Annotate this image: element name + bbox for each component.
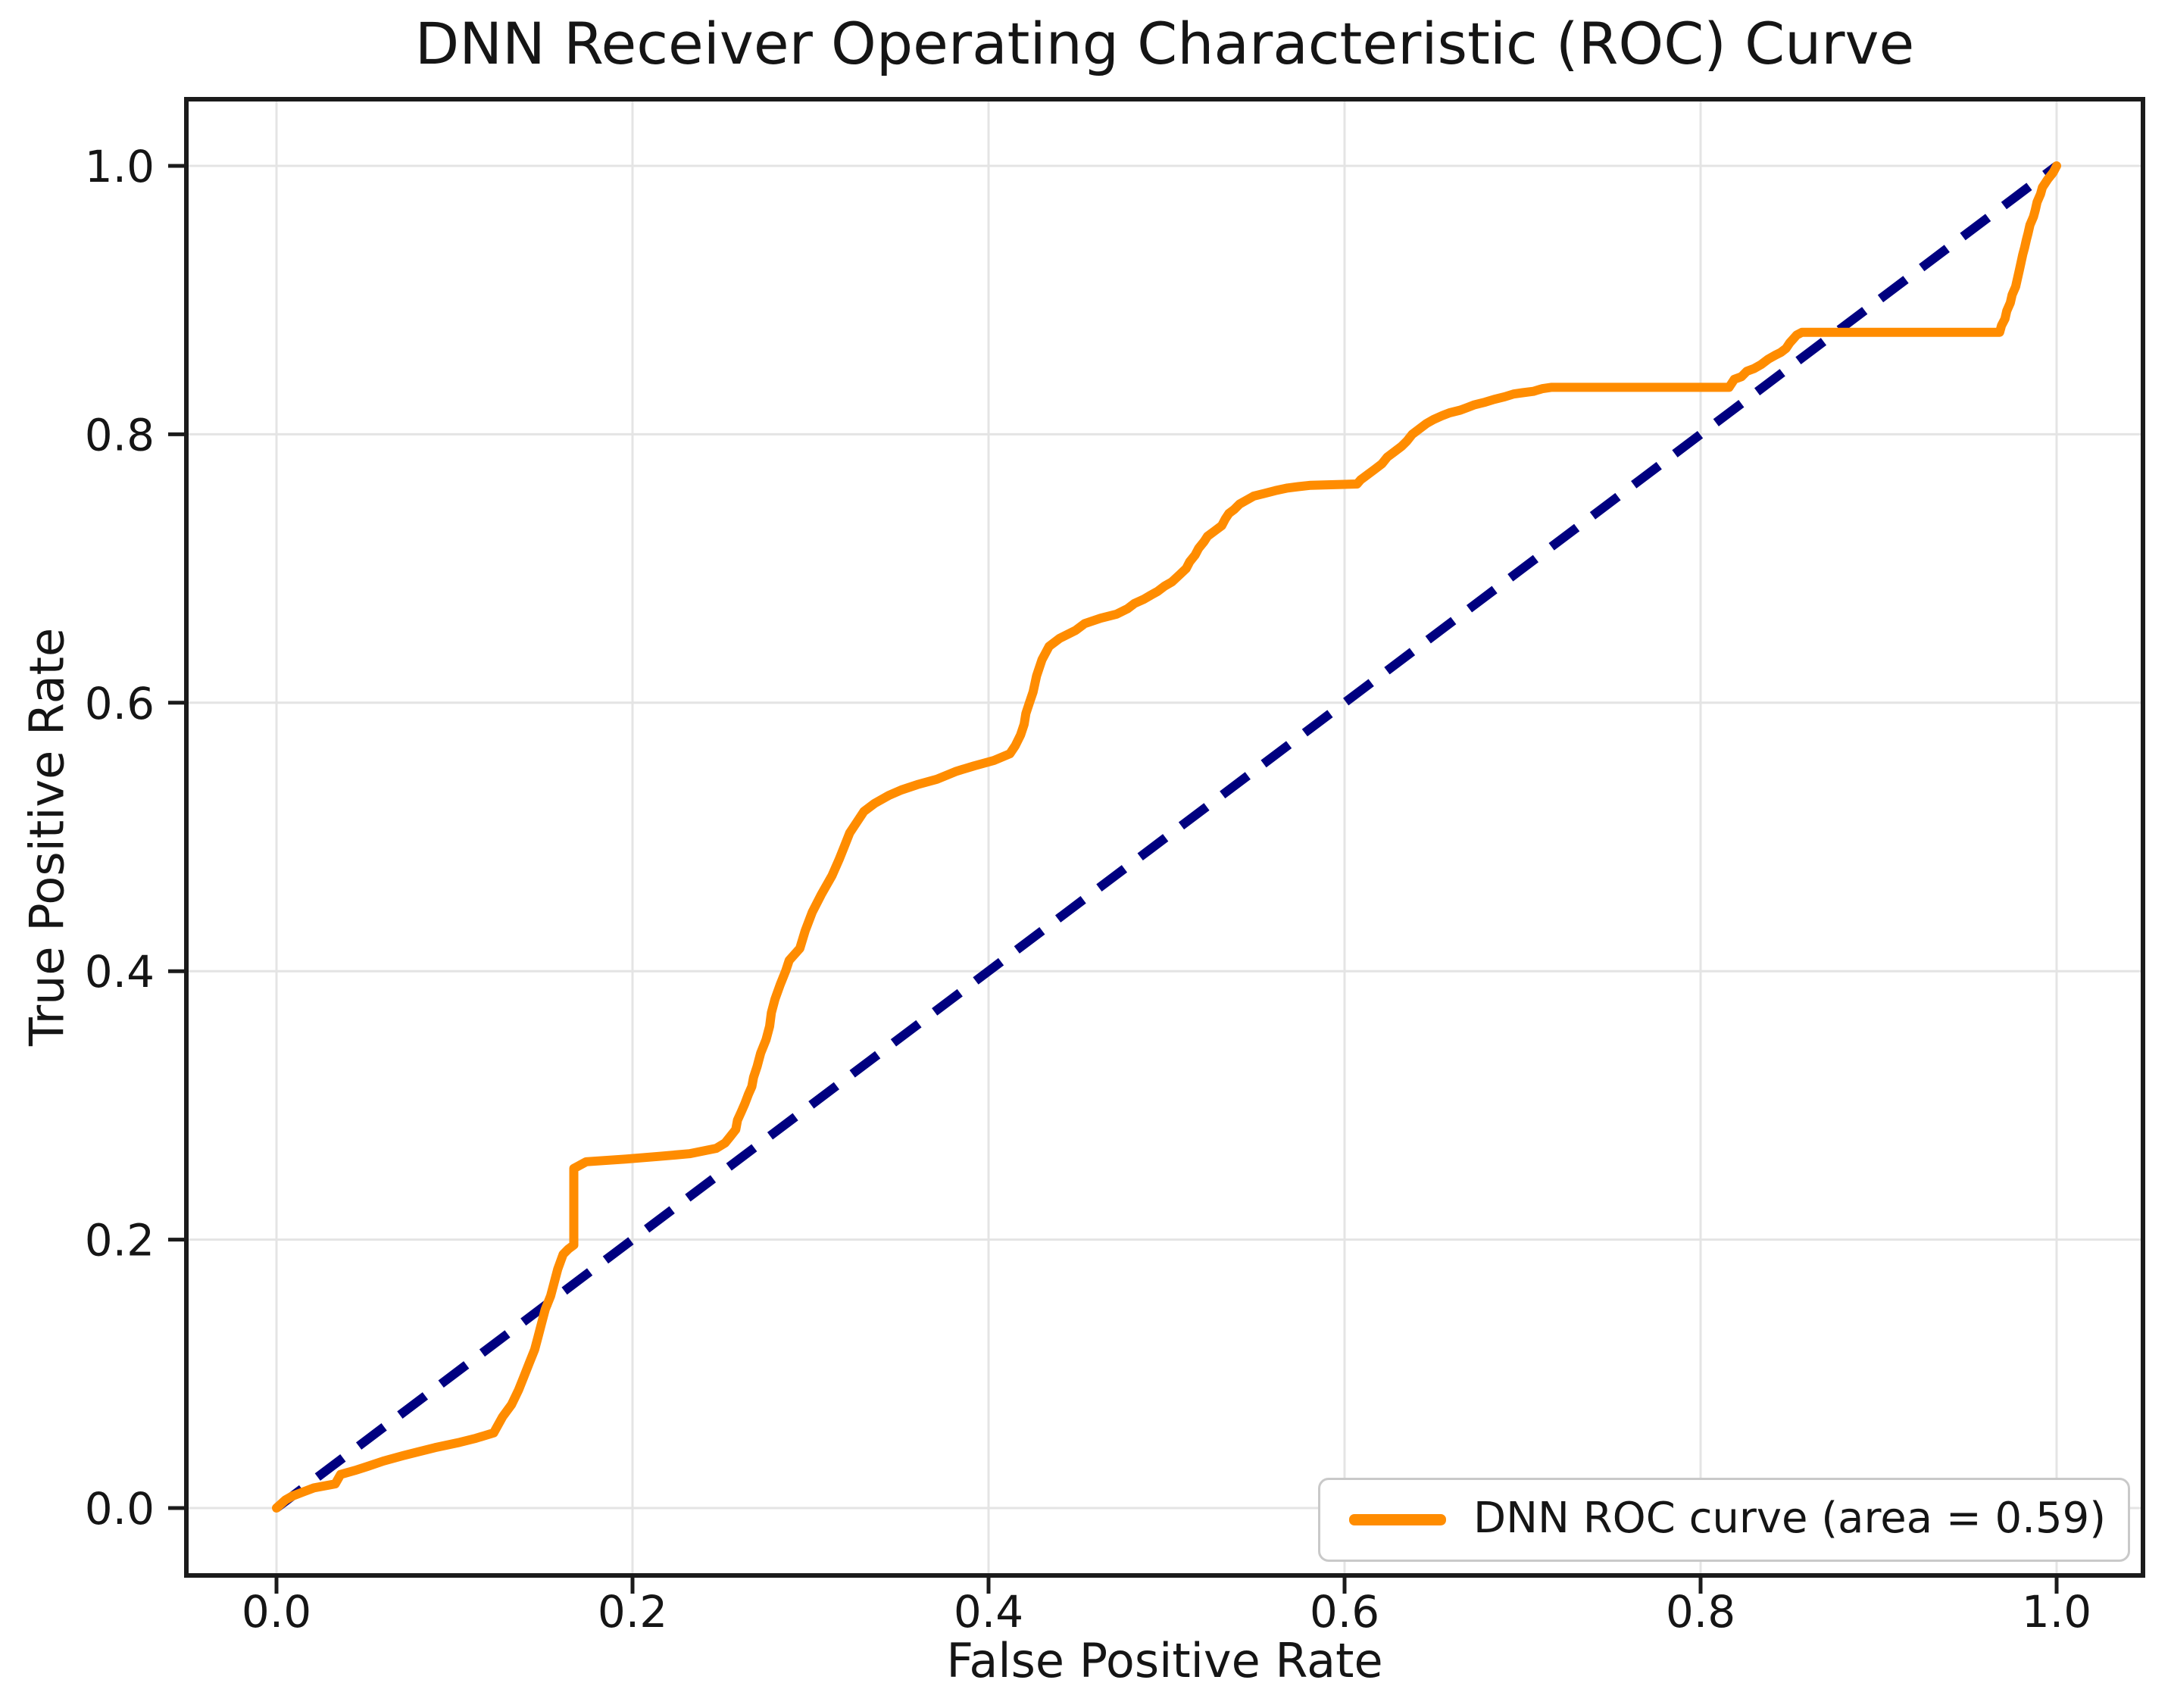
x-tick-label: 0.8	[1666, 1586, 1735, 1638]
chance-diagonal-line	[273, 162, 2060, 1512]
data-series	[272, 161, 2061, 1513]
legend: DNN ROC curve (area = 0.59)	[1318, 1478, 2130, 1562]
gridlines	[186, 99, 2143, 1575]
x-tick-label: 0.6	[1310, 1586, 1379, 1638]
chart-title: DNN Receiver Operating Characteristic (R…	[414, 10, 1915, 77]
plot-frame	[184, 97, 2145, 1578]
x-tick-label: 0.2	[598, 1586, 667, 1638]
x-axis-label: False Positive Rate	[946, 1633, 1383, 1688]
x-tick-label: 0.0	[242, 1586, 311, 1638]
x-tick-label: 0.4	[954, 1586, 1023, 1638]
axes-frame	[184, 97, 2145, 1578]
y-tick-label: 0.0	[85, 1483, 155, 1535]
roc-curve-line	[272, 161, 2061, 1513]
y-tick-label: 0.2	[85, 1215, 155, 1266]
y-tick-label: 1.0	[85, 141, 155, 192]
y-tick-label: 0.6	[85, 678, 155, 729]
legend-label: DNN ROC curve (area = 0.59)	[1473, 1494, 2107, 1543]
y-tick-label: 0.4	[85, 946, 155, 998]
legend-line-sample	[1349, 1514, 1446, 1525]
tick-labels: 0.0 0.2 0.4 0.6 0.8 1.0 0.0 0.2 0.4 0.6 0.8 1.0	[85, 141, 2091, 1638]
y-tick-label: 0.8	[85, 409, 155, 461]
x-tick-label: 1.0	[2022, 1586, 2091, 1638]
y-axis-label: True Positive Rate	[19, 627, 75, 1047]
tick-marks	[168, 164, 2059, 1594]
